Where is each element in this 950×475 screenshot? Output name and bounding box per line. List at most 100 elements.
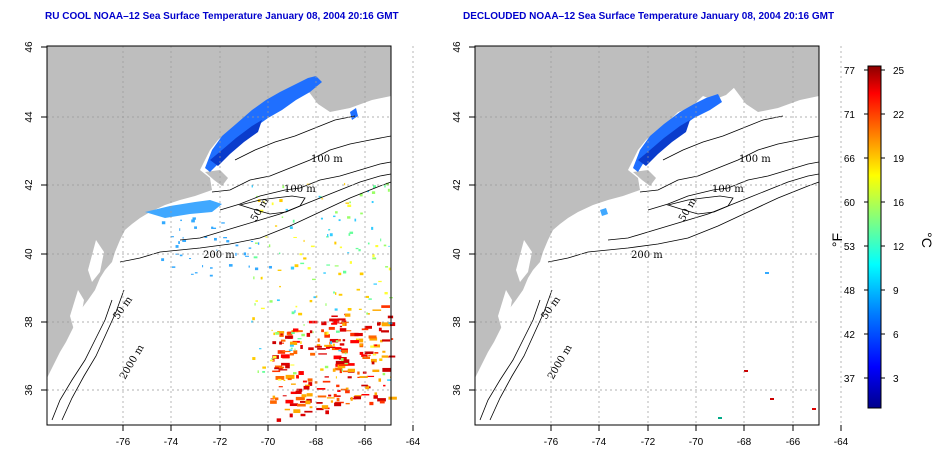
sst-pixel xyxy=(361,393,370,396)
sst-pixel xyxy=(382,367,392,372)
sst-pixel xyxy=(274,367,283,370)
sst-pixel xyxy=(280,339,286,342)
sst-pixel xyxy=(333,215,336,218)
sst-pixel xyxy=(371,226,374,230)
sst-pixel xyxy=(182,236,184,239)
colorbar-label-c: 19 xyxy=(893,154,905,165)
cape-cod xyxy=(633,170,656,186)
sst-pixel xyxy=(304,410,313,413)
map-frame xyxy=(474,45,820,426)
sst-pixel xyxy=(334,347,342,350)
sst-pixel xyxy=(290,364,295,366)
sst-pixel xyxy=(305,384,310,387)
sst-pixel xyxy=(388,322,393,325)
sst-pixel xyxy=(305,400,311,405)
sst-pixel xyxy=(309,406,313,409)
sst-pixel xyxy=(191,219,195,223)
sst-pixel xyxy=(254,303,256,306)
celsius-unit-label: °C xyxy=(919,232,935,248)
sst-pixel xyxy=(744,370,748,372)
sst-pixel xyxy=(262,366,266,369)
sst-pixel xyxy=(271,202,274,206)
sst-pixel xyxy=(277,269,282,271)
sst-pixel xyxy=(269,265,272,269)
sst-pixel xyxy=(289,341,298,346)
sst-pixel xyxy=(313,296,316,299)
sst-pixel xyxy=(377,398,386,402)
sst-pixel xyxy=(253,256,258,259)
sst-pixel xyxy=(361,354,368,357)
sst-pixel xyxy=(328,394,332,397)
right-map-panel: 100 m 100 m 50 m 200 m 50 m 2000 m -76 -7… xyxy=(452,41,849,448)
sst-pixel xyxy=(347,368,355,373)
sst-pixel xyxy=(385,266,389,268)
sst-pixel xyxy=(381,355,389,358)
sst-pixel xyxy=(383,384,386,387)
sst-pixel xyxy=(371,191,376,194)
sst-pixel xyxy=(379,358,383,362)
sst-pixel xyxy=(298,371,304,375)
y-tick-label: 44 xyxy=(452,111,463,123)
sst-pixel xyxy=(290,383,296,385)
sst-pixel xyxy=(272,341,277,345)
sst-pixel xyxy=(285,374,295,379)
sst-pixel xyxy=(309,330,313,334)
sst-pixel xyxy=(330,341,333,345)
sst-pixels-coastal-right xyxy=(600,94,722,216)
x-tick-label: -76 xyxy=(116,437,131,448)
sst-pixel xyxy=(378,378,382,382)
sst-pixels-offshore-left xyxy=(161,182,397,422)
sst-pixel xyxy=(387,315,394,319)
sst-pixel xyxy=(289,226,293,229)
land-mass xyxy=(47,46,391,378)
sst-pixel xyxy=(272,370,281,373)
sst-pixel xyxy=(292,328,299,332)
sst-pixel xyxy=(378,327,382,332)
sst-pixel xyxy=(349,201,351,204)
sst-pixel xyxy=(190,273,194,275)
sst-pixel xyxy=(370,345,374,348)
sst-pixel xyxy=(373,395,378,399)
sst-pixel xyxy=(332,320,340,324)
colorbar-label-f: 77 xyxy=(844,66,856,77)
y-tick-label: 36 xyxy=(452,384,463,396)
sst-pixel xyxy=(248,247,252,249)
sst-pixel xyxy=(372,353,377,356)
sst-pixel xyxy=(365,295,369,298)
sst-pixel xyxy=(245,255,249,257)
sst-pixel xyxy=(307,267,311,270)
sst-pixel xyxy=(285,399,294,404)
sst-pixel xyxy=(210,267,213,269)
sst-pixel xyxy=(324,376,329,378)
colorbar-label-f: 66 xyxy=(844,154,856,165)
sst-pixel xyxy=(289,344,294,347)
sst-pixel xyxy=(161,258,165,262)
x-tick-label: -66 xyxy=(358,437,373,448)
sst-pixel xyxy=(256,195,258,198)
sst-pixel xyxy=(334,367,343,371)
sst-pixel xyxy=(300,345,303,349)
sst-pixel xyxy=(290,391,297,395)
sst-pixel xyxy=(387,379,391,381)
sst-pixel xyxy=(297,403,306,407)
sst-pixel xyxy=(318,353,327,355)
sst-pixel xyxy=(345,402,350,405)
sst-pixel xyxy=(375,245,379,248)
colorbar-fahrenheit-labels: 77 71 66 60 53 48 42 37 xyxy=(844,66,868,385)
sst-pixel xyxy=(347,216,351,219)
sst-pixel xyxy=(358,308,362,310)
sst-pixel xyxy=(282,185,285,189)
sst-pixel xyxy=(287,378,292,381)
x-tick-label: -76 xyxy=(544,437,559,448)
colorbar-ramp xyxy=(867,65,882,409)
sst-pixel xyxy=(250,240,254,243)
sst-pixel xyxy=(282,350,291,353)
sst-pixel xyxy=(344,352,347,355)
axis-ticks-left: -76 -74 -72 -70 -68 -66 -64 36 38 40 42 44 46 xyxy=(24,41,421,448)
sst-pixel xyxy=(194,226,198,229)
sst-pixel xyxy=(251,184,253,188)
left-map-panel: 100 m 100 m 50 m 200 m 50 m 2000 m -76 -7… xyxy=(24,41,421,448)
sst-pixel xyxy=(373,344,381,348)
y-tick-label: 36 xyxy=(24,384,35,396)
sst-pixel xyxy=(329,233,333,237)
